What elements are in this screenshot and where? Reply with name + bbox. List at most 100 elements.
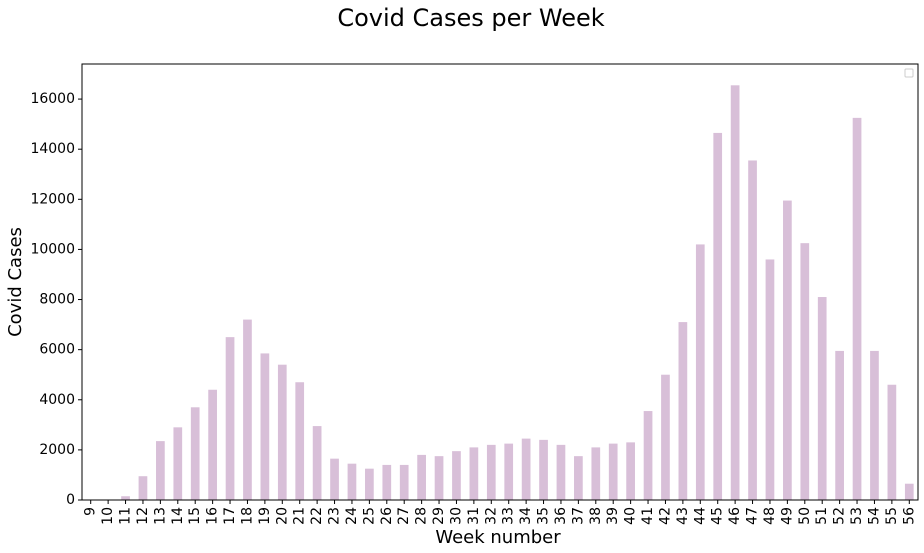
bar-week-18 — [243, 319, 252, 500]
x-tick-label: 12 — [135, 507, 151, 525]
bar-week-44 — [695, 244, 705, 500]
x-tick-label: 35 — [536, 507, 552, 525]
x-tick-label: 41 — [640, 507, 656, 525]
bar-week-36 — [556, 444, 566, 500]
x-tick-label: 51 — [814, 507, 830, 525]
x-tick-label: 36 — [553, 507, 569, 525]
x-tick-label: 20 — [274, 507, 290, 525]
y-tick-label: 4000 — [39, 392, 75, 408]
bar-week-54 — [870, 350, 879, 500]
bar-week-47 — [748, 160, 757, 500]
bar-week-56 — [904, 483, 914, 500]
x-tick-label: 19 — [257, 507, 273, 525]
x-tick-label: 16 — [205, 507, 221, 525]
x-tick-label: 31 — [466, 507, 482, 525]
x-tick-label: 37 — [570, 507, 586, 525]
x-tick-label: 15 — [187, 507, 203, 525]
bar-week-50 — [800, 243, 810, 500]
x-tick-label: 46 — [727, 507, 743, 525]
plot-frame — [81, 63, 919, 501]
x-tick-label: 30 — [448, 507, 464, 525]
plot-area — [82, 64, 918, 500]
x-tick-label: 39 — [605, 507, 621, 525]
bar-week-42 — [661, 374, 670, 500]
x-tick-label: 54 — [866, 507, 882, 525]
bar-week-40 — [626, 442, 635, 500]
bar-week-46 — [730, 85, 740, 501]
x-tick-label: 25 — [361, 507, 377, 525]
x-tick-label: 34 — [518, 507, 534, 525]
bar-week-55 — [887, 384, 897, 500]
bar-week-27 — [399, 464, 409, 500]
bar-week-52 — [835, 350, 844, 500]
legend-box — [904, 68, 914, 78]
y-tick-label: 8000 — [39, 292, 75, 308]
bar-week-23 — [330, 458, 339, 500]
y-tick-label: 6000 — [39, 342, 75, 358]
bar-week-48 — [765, 259, 775, 500]
x-tick-label: 21 — [292, 507, 308, 525]
y-tick-label: 2000 — [39, 442, 75, 458]
y-tick-label: 12000 — [30, 191, 75, 207]
bar-week-15 — [190, 407, 200, 500]
bar-week-35 — [539, 439, 548, 500]
x-axis-label: Week number — [435, 527, 561, 548]
x-tick-label: 17 — [222, 507, 238, 525]
bar-week-16 — [208, 389, 217, 500]
chart-title: Covid Cases per Week — [337, 4, 604, 32]
x-tick-label: 56 — [901, 507, 917, 525]
y-tick-label: 0 — [66, 492, 75, 508]
bar-week-25 — [365, 468, 374, 500]
x-tick-label: 38 — [588, 507, 604, 525]
x-tick-label: 48 — [762, 507, 778, 525]
bar-week-24 — [347, 463, 357, 500]
x-tick-label: 13 — [152, 507, 168, 525]
y-tick-label: 16000 — [30, 91, 75, 107]
bar-week-14 — [173, 427, 183, 500]
x-tick-label: 32 — [483, 507, 499, 525]
bar-week-22 — [312, 426, 322, 500]
x-tick-label: 45 — [710, 507, 726, 525]
x-tick-label: 9 — [83, 507, 99, 516]
x-tick-label: 11 — [118, 507, 134, 525]
bar-week-19 — [260, 353, 270, 500]
x-tick-label: 53 — [849, 507, 865, 525]
bar-group — [121, 85, 914, 501]
bar-week-13 — [156, 441, 165, 500]
bar-week-41 — [643, 411, 653, 500]
x-tick-label: 52 — [832, 507, 848, 525]
x-tick-label: 26 — [379, 507, 395, 525]
x-tick-label: 47 — [745, 507, 761, 525]
bar-week-43 — [678, 322, 688, 500]
x-tick-label: 28 — [414, 507, 430, 525]
x-tick-label: 29 — [431, 507, 447, 525]
x-axis-ticks: 9 10 11 12 13 14 15 16 17 18 19 20 21 22 23 24 25 26 27 28 2… — [83, 500, 917, 525]
x-tick-label: 44 — [692, 507, 708, 525]
bar-week-37 — [574, 456, 583, 500]
x-tick-label: 42 — [657, 507, 673, 525]
x-tick-label: 22 — [309, 507, 325, 525]
x-tick-label: 40 — [623, 507, 639, 525]
bar-week-39 — [608, 443, 618, 500]
bar-week-33 — [504, 443, 514, 500]
bar-week-32 — [486, 444, 496, 500]
bar-week-17 — [225, 337, 235, 500]
bar-week-45 — [713, 132, 723, 500]
x-tick-label: 24 — [344, 507, 360, 525]
x-tick-label: 27 — [396, 507, 412, 525]
x-tick-label: 33 — [501, 507, 517, 525]
x-tick-label: 14 — [170, 507, 186, 525]
bar-week-20 — [277, 364, 287, 500]
bar-week-28 — [417, 454, 426, 500]
x-tick-label: 43 — [675, 507, 691, 525]
x-tick-label: 49 — [779, 507, 795, 525]
y-axis-label: Covid Cases — [5, 227, 26, 337]
x-tick-label: 50 — [797, 507, 813, 525]
bar-week-49 — [783, 200, 792, 500]
bar-week-11 — [121, 496, 130, 500]
y-tick-label: 10000 — [30, 241, 75, 257]
bar-week-38 — [591, 447, 601, 500]
bar-week-12 — [138, 476, 148, 500]
bar-week-34 — [521, 438, 531, 500]
